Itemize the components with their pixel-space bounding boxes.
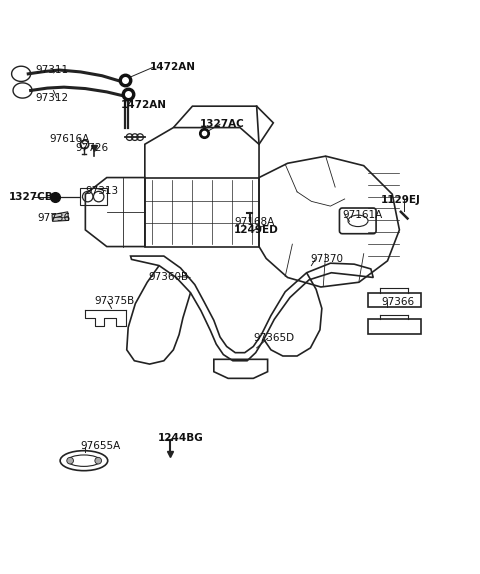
Text: 1249ED: 1249ED [234, 225, 279, 235]
Text: 97161A: 97161A [342, 210, 383, 220]
Text: 97375B: 97375B [95, 296, 135, 307]
Text: 97313: 97313 [85, 186, 119, 196]
Text: 97360B: 97360B [149, 272, 189, 281]
Circle shape [67, 457, 73, 464]
Text: 1472AN: 1472AN [121, 100, 167, 110]
Text: 97366: 97366 [382, 297, 415, 307]
Text: 97616A: 97616A [49, 134, 90, 144]
Text: 97736: 97736 [38, 213, 71, 223]
Text: 97370: 97370 [311, 254, 343, 265]
Text: 97655A: 97655A [81, 441, 121, 451]
Text: 97365D: 97365D [253, 333, 294, 343]
Text: 1327CB: 1327CB [9, 192, 54, 201]
Text: 1327AC: 1327AC [200, 119, 244, 129]
Polygon shape [52, 212, 69, 222]
Circle shape [95, 457, 102, 464]
Text: 1472AN: 1472AN [150, 62, 195, 72]
Text: 1244BG: 1244BG [158, 433, 204, 443]
Text: 97726: 97726 [76, 142, 109, 153]
Text: 97311: 97311 [36, 65, 69, 76]
Text: 1129EJ: 1129EJ [380, 195, 420, 205]
Text: 97168A: 97168A [234, 217, 275, 227]
Text: 97312: 97312 [36, 92, 69, 103]
